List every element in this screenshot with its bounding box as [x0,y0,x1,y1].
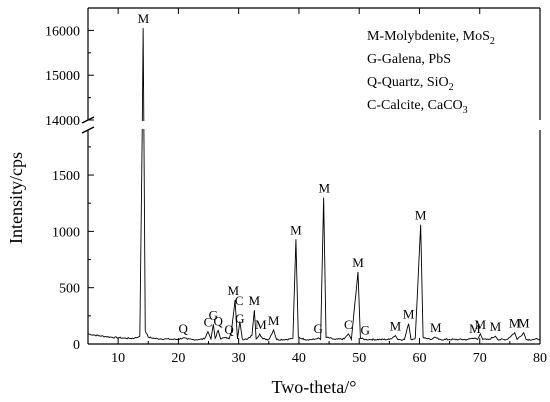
legend-entry: C-Calcite, CaCO3 [367,98,468,116]
peak-label: M [290,222,302,237]
peak-label: C [235,293,244,308]
y-tick-label: 500 [59,282,80,297]
peak-label: M [352,255,364,270]
x-tick-label: 30 [232,351,246,366]
y-tick-label: 1500 [52,169,80,184]
peak-label: M [403,307,415,322]
peak-label: M [390,319,402,334]
chart-legend: M-Molybdenite, MoS2 G-Galena, PbS Q-Quartz… [367,29,495,116]
peak-label: M [469,321,481,336]
x-tick-label: 10 [111,351,125,366]
peak-label: M [255,317,267,332]
peak-label: M [490,319,502,334]
peak-label: Q [179,321,189,336]
x-tick-label: 70 [473,351,487,366]
peak-label: M [430,320,442,335]
y-tick-label: 0 [73,338,80,353]
peak-label: G [314,321,323,336]
legend-entry: Q-Quartz, SiO2 [367,75,454,93]
chart-axes: 10 20 30 40 50 60 70 80 0 500 1000 1500 14000 15000 16… [45,7,547,366]
peak-label: Q [213,313,223,328]
peak-label: M [138,11,150,26]
peak-label: G [361,322,370,337]
peak-label: Q [224,322,234,337]
peak-label: C [204,315,213,330]
legend-entry: G-Galena, PbS [367,52,451,67]
y-tick-label: 15000 [45,69,80,84]
xrd-pattern-line [87,28,541,342]
x-tick-label: 50 [352,351,366,366]
peak-label: M [518,316,530,331]
x-tick-label: 60 [412,351,426,366]
peak-label: M [509,316,521,331]
peak-label: M [318,181,330,196]
peak-label: G [235,311,244,326]
axis-break-mark [81,126,95,134]
peak-label: M [415,208,427,223]
axis-break-gap [140,121,146,129]
x-axis-label: Two-theta/° [272,377,357,397]
peak-label: M [227,283,239,298]
peak-label: M [268,313,280,328]
peak-label: M [475,317,487,332]
peak-label: C [344,317,353,332]
x-tick-label: 80 [533,351,547,366]
x-tick-label: 20 [171,351,185,366]
y-tick-label: 16000 [45,24,80,39]
y-tick-label: 1000 [52,225,80,240]
peak-label: M [249,293,261,308]
y-axis-label: Intensity/cps [6,152,26,244]
legend-entry: M-Molybdenite, MoS2 [367,29,495,47]
chart-plot-area [87,28,541,342]
x-tick-label: 40 [292,351,306,366]
peak-label: G [209,307,218,322]
y-tick-label: 14000 [45,114,80,129]
